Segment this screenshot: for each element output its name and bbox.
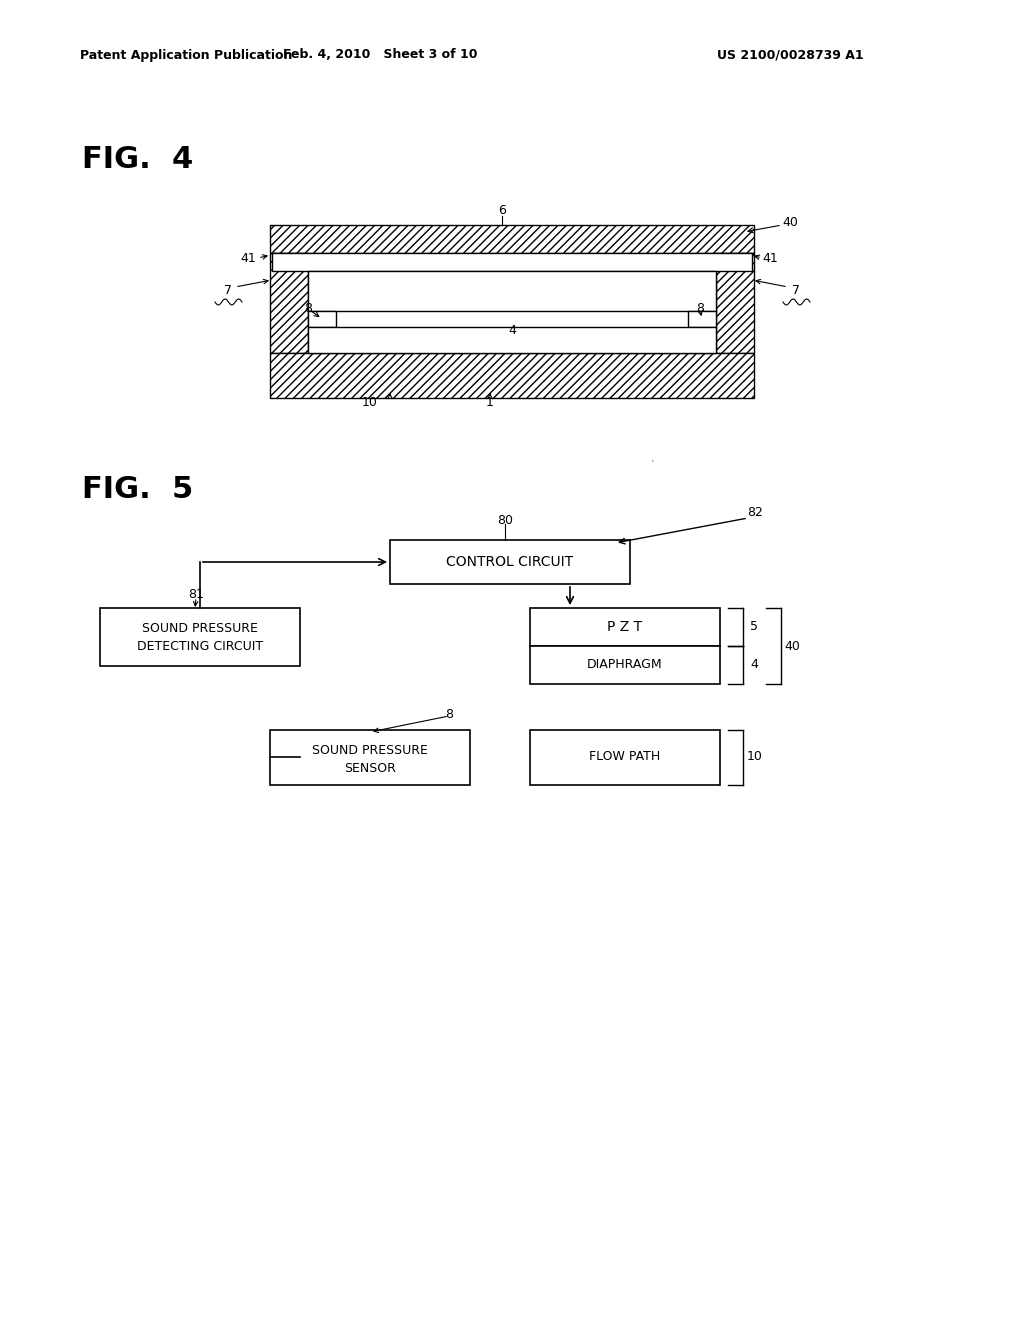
Bar: [270, 730, 470, 785]
Bar: [308, 312, 336, 327]
Text: FIG.  5: FIG. 5: [82, 475, 194, 504]
Bar: [270, 253, 308, 352]
Text: FIG.  4: FIG. 4: [82, 145, 194, 174]
Text: 8: 8: [445, 708, 453, 721]
Text: 81: 81: [188, 587, 204, 601]
Text: US 2100/0028739 A1: US 2100/0028739 A1: [717, 49, 863, 62]
Text: P Z T: P Z T: [607, 620, 643, 634]
Bar: [308, 271, 716, 312]
Text: 10: 10: [362, 396, 378, 408]
Bar: [530, 730, 720, 785]
Bar: [270, 224, 754, 253]
Bar: [390, 540, 630, 583]
Text: CONTROL CIRCUIT: CONTROL CIRCUIT: [446, 554, 573, 569]
Text: SOUND PRESSURE: SOUND PRESSURE: [312, 743, 428, 756]
Text: 1: 1: [486, 396, 494, 408]
Text: 8: 8: [696, 301, 705, 314]
Text: 40: 40: [784, 639, 800, 652]
Text: 4: 4: [750, 659, 758, 672]
Text: DIAPHRAGM: DIAPHRAGM: [587, 659, 663, 672]
Text: 7: 7: [792, 284, 800, 297]
Text: 5: 5: [750, 620, 758, 634]
Bar: [530, 609, 720, 645]
Bar: [100, 609, 300, 667]
Text: Patent Application Publication: Patent Application Publication: [80, 49, 293, 62]
Bar: [308, 327, 716, 352]
Text: 80: 80: [497, 513, 513, 527]
Text: 41: 41: [240, 252, 256, 264]
Bar: [716, 253, 754, 352]
Text: Feb. 4, 2010   Sheet 3 of 10: Feb. 4, 2010 Sheet 3 of 10: [283, 49, 477, 62]
Text: SENSOR: SENSOR: [344, 762, 396, 775]
Text: 7: 7: [224, 284, 232, 297]
Text: ’: ’: [650, 459, 653, 470]
Text: 6: 6: [498, 203, 506, 216]
Text: FLOW PATH: FLOW PATH: [590, 751, 660, 763]
Text: 10: 10: [748, 751, 763, 763]
Text: 8: 8: [304, 301, 312, 314]
Bar: [272, 253, 752, 271]
Bar: [530, 645, 720, 684]
Text: 82: 82: [748, 507, 763, 520]
Text: 4: 4: [508, 323, 516, 337]
Text: DETECTING CIRCUIT: DETECTING CIRCUIT: [137, 639, 263, 652]
Text: 41: 41: [762, 252, 778, 264]
Bar: [270, 352, 754, 399]
Bar: [688, 312, 716, 327]
Text: 40: 40: [782, 215, 798, 228]
Text: SOUND PRESSURE: SOUND PRESSURE: [142, 622, 258, 635]
